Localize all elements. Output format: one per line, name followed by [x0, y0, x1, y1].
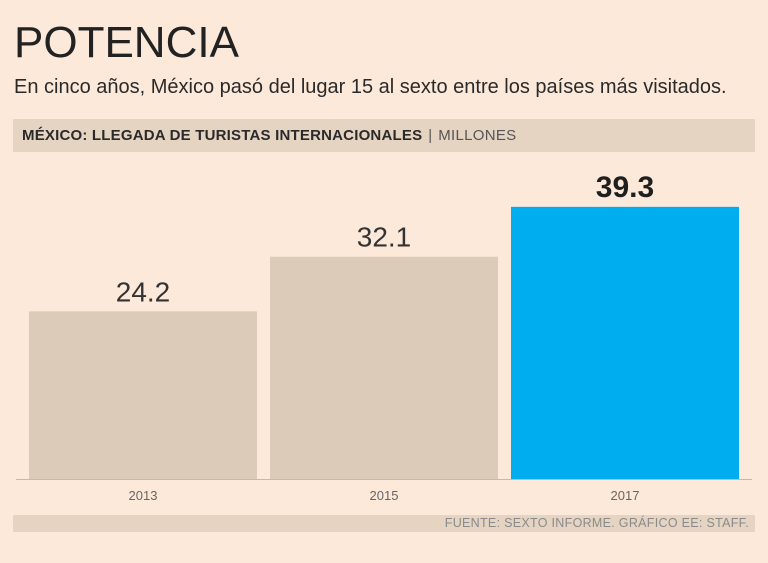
chart-header-bar: MÉXICO: LLEGADA DE TURISTAS INTERNACIONA…: [13, 119, 755, 152]
page-subtitle: En cinco años, México pasó del lugar 15 …: [14, 76, 727, 98]
value-label-2017: 39.3: [596, 171, 654, 204]
source-text: FUENTE: SEXTO INFORME. GRÁFICO EE: STAFF…: [444, 516, 749, 530]
chart-title-separator: |: [428, 127, 433, 144]
bar-2017: [511, 206, 739, 479]
bar-chart: 24.2 2013 32.1 2015 39.3 2017: [16, 171, 752, 503]
bar-2015: [270, 256, 498, 479]
chart-unit-label: MILLONES: [438, 127, 517, 144]
bar-2013: [29, 311, 257, 479]
chart-title: MÉXICO: LLEGADA DE TURISTAS INTERNACIONA…: [22, 127, 423, 144]
x-tick-label-2017: 2017: [611, 488, 640, 503]
x-tick-label-2013: 2013: [129, 488, 158, 503]
page-title: POTENCIA: [14, 18, 239, 67]
value-label-2015: 32.1: [357, 222, 412, 253]
source-footer: FUENTE: SEXTO INFORME. GRÁFICO EE: STAFF…: [13, 515, 755, 532]
value-label-2013: 24.2: [116, 276, 171, 307]
x-tick-label-2015: 2015: [370, 488, 399, 503]
